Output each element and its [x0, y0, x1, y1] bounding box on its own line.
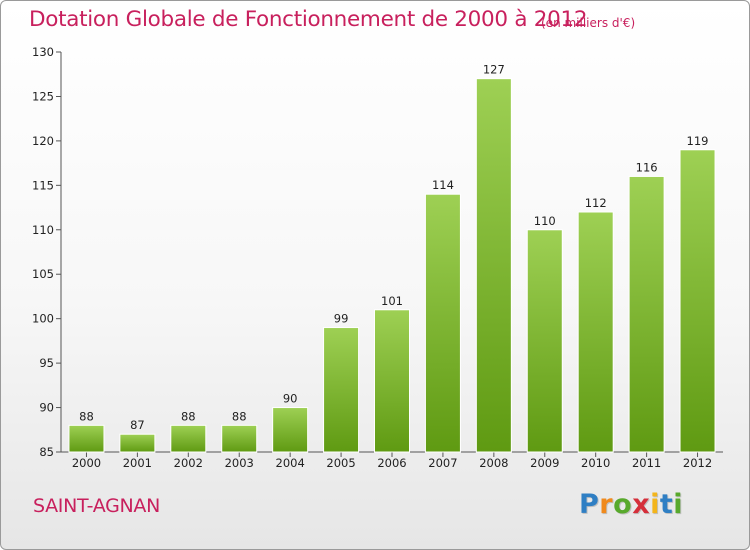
- bar: [628, 175, 665, 453]
- bar: [475, 78, 512, 453]
- bar: [221, 424, 258, 453]
- bar: [526, 229, 563, 453]
- bar-value-label: 114: [432, 178, 454, 192]
- y-axis: 85 90 95 100 105 110 115 120 125 130: [32, 45, 62, 459]
- x-tick-label: 2002: [174, 456, 203, 470]
- x-tick-label: 2006: [377, 456, 406, 470]
- bar: [577, 211, 614, 453]
- x-tick-label: 2004: [276, 456, 305, 470]
- chart-subtitle: (en milliers d'€): [541, 16, 636, 30]
- x-tick-label: 2005: [326, 456, 355, 470]
- bar-value-label: 116: [636, 160, 658, 174]
- chart-title: Dotation Globale de Fonctionnement de 20…: [29, 7, 588, 32]
- x-tick-label: 2012: [683, 456, 712, 470]
- bar: [68, 424, 105, 453]
- bar: [272, 407, 309, 453]
- bar-value-label: 88: [79, 409, 94, 423]
- x-tick-label: 2007: [428, 456, 457, 470]
- x-tick-label: 2000: [72, 456, 101, 470]
- x-tick-label: 2009: [530, 456, 559, 470]
- bar: [424, 193, 461, 453]
- x-tick-label: 2003: [225, 456, 254, 470]
- logo-letter: i: [673, 489, 684, 520]
- y-tick-label: 130: [32, 45, 54, 59]
- logo-letter: i: [650, 489, 660, 520]
- bar-value-label: 87: [130, 418, 145, 432]
- x-tick-label: 2001: [123, 456, 152, 470]
- bar: [374, 309, 410, 453]
- bar: [679, 149, 716, 453]
- bars-group: 88 87 88 88 90 99 101 114 127 110 112 116 119: [68, 63, 716, 453]
- x-tick-label: 2008: [479, 456, 508, 470]
- bar: [170, 424, 207, 453]
- x-axis: 2000 2001 2002 2003 2004 2005 2006 2007 2008 2009…: [61, 451, 723, 470]
- bar: [323, 327, 360, 453]
- y-tick-label: 95: [39, 356, 54, 370]
- bar-value-label: 99: [334, 312, 349, 326]
- x-tick-label: 2010: [581, 456, 610, 470]
- y-tick-label: 90: [39, 401, 54, 415]
- logo-letter: r: [599, 489, 614, 520]
- bar-value-label: 88: [181, 409, 196, 423]
- bar: [119, 433, 156, 453]
- y-tick-label: 85: [39, 445, 54, 459]
- y-tick-label: 110: [32, 223, 54, 237]
- bar-value-label: 101: [381, 294, 403, 308]
- bar-value-label: 119: [687, 134, 709, 148]
- proxiti-logo: Proxiti: [579, 489, 683, 520]
- bar-value-label: 127: [483, 63, 505, 77]
- bar-value-label: 112: [585, 196, 607, 210]
- y-tick-label: 100: [32, 312, 54, 326]
- bar-value-label: 88: [232, 409, 247, 423]
- bar-value-label: 90: [283, 392, 298, 406]
- y-tick-label: 115: [32, 178, 54, 192]
- bar-value-label: 110: [534, 214, 556, 228]
- x-tick-label: 2011: [632, 456, 661, 470]
- logo-letter: t: [659, 489, 674, 520]
- logo-letter: o: [613, 489, 633, 520]
- y-tick-label: 105: [32, 267, 54, 281]
- y-tick-label: 125: [32, 89, 54, 103]
- logo-letter: x: [632, 489, 651, 520]
- y-tick-label: 120: [32, 134, 54, 148]
- town-name: SAINT-AGNAN: [33, 495, 161, 517]
- logo-letter: P: [579, 489, 600, 520]
